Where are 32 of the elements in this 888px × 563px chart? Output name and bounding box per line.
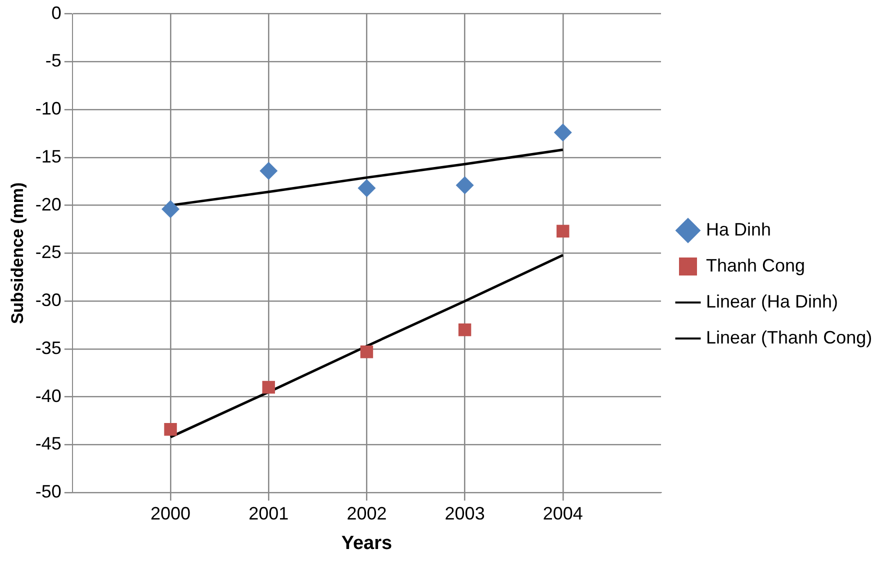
y-tick-label: -15 <box>35 146 62 166</box>
y-tick-label: -40 <box>35 386 62 406</box>
x-axis-title: Years <box>341 532 392 554</box>
y-tick-label: -25 <box>35 242 62 262</box>
y-tick-label: -50 <box>35 482 62 502</box>
point <box>262 380 275 394</box>
point <box>556 224 570 238</box>
y-axis-title: Subsidence (mm) <box>8 182 27 324</box>
point <box>458 323 472 336</box>
legend-label: Linear (Thanh Cong) <box>706 327 872 348</box>
point <box>164 423 177 436</box>
x-tick-label: 2002 <box>346 503 387 524</box>
y-tick-label: -10 <box>35 98 62 119</box>
x-tick-label: 2003 <box>444 503 485 524</box>
y-tick-label: -35 <box>35 338 62 358</box>
x-tick-label: 2000 <box>150 503 191 524</box>
y-tick-label: -5 <box>45 50 62 71</box>
y-tick-label: -45 <box>35 434 62 454</box>
point <box>456 176 474 194</box>
x-tick-label: 2004 <box>542 503 583 524</box>
legend-label: Linear (Ha Dinh) <box>706 291 838 312</box>
y-tick-label: -20 <box>35 194 62 214</box>
point <box>358 179 376 198</box>
legend-label: Ha Dinh <box>706 219 772 240</box>
point <box>554 124 572 142</box>
y-tick-label: 0 <box>51 2 62 23</box>
legend-label: Thanh Cong <box>706 255 806 276</box>
y-tick-label: -30 <box>35 290 62 310</box>
x-tick-label: 2001 <box>248 503 289 524</box>
point <box>260 162 278 180</box>
point <box>360 345 374 358</box>
point <box>162 200 180 218</box>
